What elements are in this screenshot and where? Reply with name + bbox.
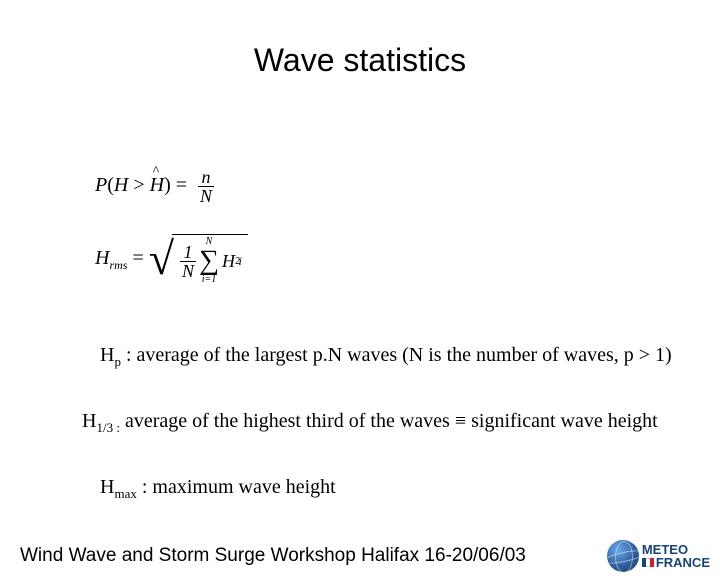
footer-text: Wind Wave and Storm Surge Workshop Halif… [20,545,526,567]
meteo-france-logo: METEO FRANCE [607,540,710,572]
prob-H: H [114,174,128,196]
prob-num: n [198,168,214,186]
prob-Hhat: H [150,174,164,197]
logo-line2: FRANCE [656,556,710,569]
sum-lower: i=1 [199,275,219,285]
hrms-sqrt: √1NN∑i=1H2i [149,234,248,285]
hmax-sym: H [100,476,114,498]
hmax-text: : maximum wave height [137,476,336,498]
hrms-frac: 1N [180,243,196,280]
definition-hp: Hp : average of the largest p.N waves (N… [100,344,672,370]
logo-text: METEO FRANCE [642,543,710,569]
footer: Wind Wave and Storm Surge Workshop Halif… [20,540,710,572]
prob-eq: = [171,174,192,196]
hrms-frac-num: 1 [180,243,196,261]
definition-hmax: Hmax : maximum wave height [100,476,336,502]
france-flag-icon [642,558,654,567]
prob-close: ) [164,174,171,196]
radicand: 1NN∑i=1H2i [172,234,248,285]
hrms-i: i [238,254,241,269]
globe-icon [607,540,639,572]
sigma-icon: ∑ [199,247,219,275]
page-title: Wave statistics [0,42,720,79]
radical-sign: √ [149,243,174,275]
formula-hrms: Hrms = √1NN∑i=1H2i [95,234,248,285]
hrms-Hi: H [222,251,235,272]
h13-sub: 1/3 : [96,420,119,435]
hmax-sub: max [114,486,136,501]
formula-probability: P(H > H) = nN [95,168,214,205]
summation: N∑i=1 [199,237,219,285]
h13-sym: H [82,410,96,432]
logo-line2-wrap: FRANCE [642,556,710,569]
hrms-frac-den: N [180,261,196,280]
prob-gt: > [128,174,149,196]
prob-open: ( [107,174,114,196]
prob-fraction: nN [198,168,214,205]
definition-h13: H1/3 : average of the highest third of t… [82,410,658,436]
logo-line1: METEO [642,543,710,556]
hp-sym: H [100,344,114,366]
hrms-sub: rms [109,258,127,272]
h13-text: average of the highest third of the wave… [120,410,658,432]
hrms-eq: = [127,247,148,269]
hrms-H: H [95,247,109,269]
prob-den: N [198,186,214,205]
prob-P: P [95,174,107,196]
hp-text: : average of the largest p.N waves (N is… [121,344,672,366]
